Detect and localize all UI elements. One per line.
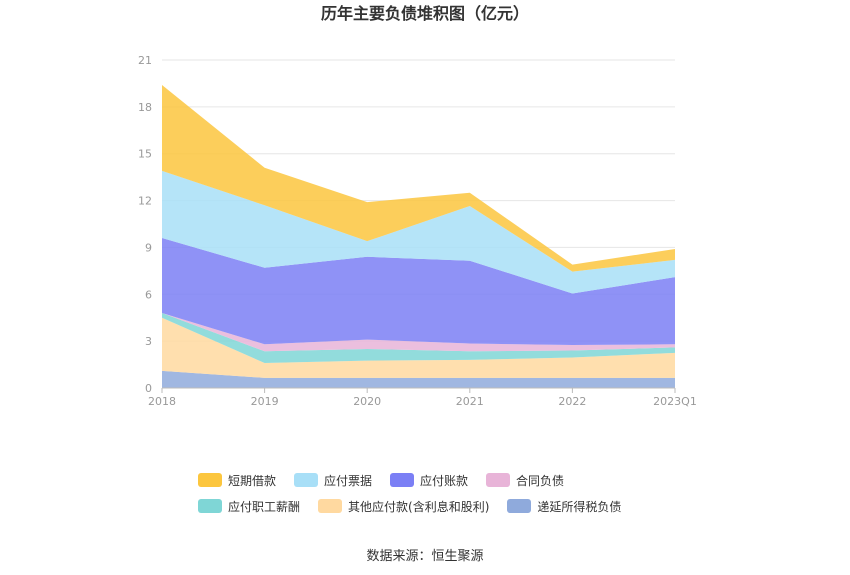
legend-item[interactable]: 递延所得税负债 [507,498,621,514]
legend-swatch [198,499,222,513]
legend-label: 短期借款 [228,473,277,488]
y-tick-label: 12 [138,195,152,208]
legend-item[interactable]: 短期借款 [198,472,276,488]
y-tick-label: 18 [138,101,152,114]
axes: 0 3 6 9 12 15 18 21 2018 2019 2020 2021 2022 2023Q1 [138,54,697,408]
y-tick-label: 6 [145,288,152,301]
legend-item[interactable]: 其他应付款(含利息和股利) [318,498,489,514]
legend-item[interactable]: 应付票据 [294,472,372,488]
area-4 [162,238,675,346]
x-tick-label: 2019 [251,395,279,408]
legend-swatch [390,473,415,487]
legend-label: 递延所得税负债 [537,499,622,514]
y-tick-label: 15 [138,148,152,161]
y-tick-label: 3 [145,335,152,348]
legend-label: 应付票据 [324,473,373,488]
y-tick-label: 0 [145,382,152,395]
chart-title: 历年主要负债堆积图（亿元） [321,4,529,23]
x-tick-label: 2020 [353,395,381,408]
legend-label: 应付职工薪酬 [228,499,301,514]
legend: 短期借款 应付票据 应付账款 合同负债应付职工薪酬 其他应付款(含利息和股利) 递延所得税… [198,472,678,514]
area-0 [162,370,675,388]
legend-label: 应付账款 [420,473,469,488]
legend-swatch [318,499,343,513]
x-tick-label: 2018 [148,395,176,408]
area-6 [162,84,675,272]
area-5 [162,170,675,294]
legend-item[interactable]: 合同负债 [486,472,564,488]
area-2 [162,313,675,364]
area-3 [162,313,675,352]
x-tick-label: 2023Q1 [653,395,697,408]
legend-swatch [294,473,319,487]
legend-item[interactable]: 应付职工薪酬 [198,498,300,514]
legend-swatch [198,473,222,487]
legend-label: 合同负债 [516,473,565,488]
x-tick-label: 2021 [456,395,484,408]
y-tick-label: 21 [138,54,152,67]
legend-item[interactable]: 应付账款 [390,472,468,488]
legend-swatch [507,499,532,513]
legend-swatch [486,473,511,487]
legend-label: 其他应付款(含利息和股利) [348,499,490,514]
area-series [162,84,675,388]
area-1 [162,317,675,378]
source-note: 数据来源：恒生聚源 [366,549,484,564]
y-tick-label: 9 [145,241,152,254]
x-tick-label: 2022 [558,395,586,408]
